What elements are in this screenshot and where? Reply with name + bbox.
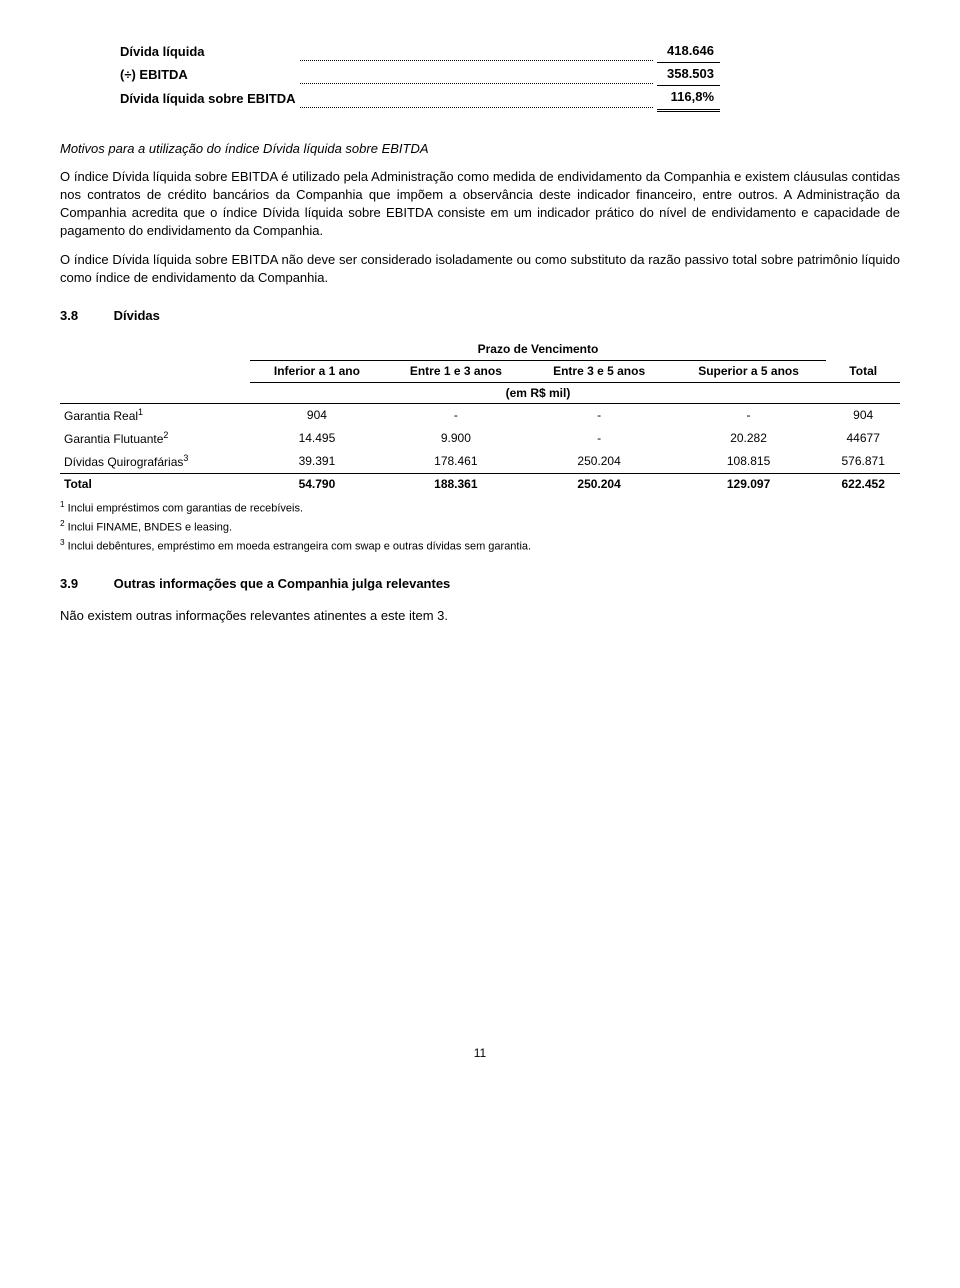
section-3-8-title: Dívidas <box>114 308 160 323</box>
section-3-9-number: 3.9 <box>60 575 110 593</box>
footnotes: 1 Inclui empréstimos com garantias de re… <box>60 499 900 555</box>
debt-col-header: Superior a 5 anos <box>671 360 827 382</box>
debt-total-cell: 622.452 <box>826 473 900 494</box>
debt-span-header: Prazo de Vencimento <box>250 339 827 360</box>
paragraph-2: O índice Dívida líquida sobre EBITDA não… <box>60 251 900 287</box>
debt-col-header: Entre 1 e 3 anos <box>384 360 527 382</box>
debt-row-label: Garantia Real1 <box>60 404 250 427</box>
debt-col-header: Inferior a 1 ano <box>250 360 385 382</box>
debt-cell: 904 <box>826 404 900 427</box>
debt-cell: 576.871 <box>826 450 900 473</box>
footnote: 1 Inclui empréstimos com garantias de re… <box>60 499 900 517</box>
debt-total-header: Total <box>826 360 900 382</box>
debt-total-cell: 54.790 <box>250 473 385 494</box>
debt-empty-header <box>60 339 250 360</box>
italic-heading: Motivos para a utilização do índice Dívi… <box>60 140 900 158</box>
summary-row-label: (÷) EBITDA <box>120 63 296 86</box>
section-3-9-heading: 3.9 Outras informações que a Companhia j… <box>60 575 900 593</box>
debt-cell: 39.391 <box>250 450 385 473</box>
debt-total-cell: 188.361 <box>384 473 527 494</box>
debt-cell: - <box>527 427 670 450</box>
footnote: 2 Inclui FINAME, BNDES e leasing. <box>60 518 900 536</box>
summary-row-label: Dívida líquida sobre EBITDA <box>120 86 296 110</box>
section-3-9-title: Outras informações que a Companhia julga… <box>114 576 451 591</box>
debt-cell: 44677 <box>826 427 900 450</box>
page-number: 11 <box>60 1045 900 1062</box>
debt-empty-header-2 <box>826 339 900 360</box>
debt-cell: 904 <box>250 404 385 427</box>
summary-row-dots <box>296 63 657 86</box>
debt-total-label: Total <box>60 473 250 494</box>
debt-cell: 250.204 <box>527 450 670 473</box>
section-3-8-number: 3.8 <box>60 307 110 325</box>
summary-row-value: 418.646 <box>657 40 720 63</box>
debt-col-empty <box>60 360 250 382</box>
summary-table: Dívida líquida 418.646 (÷) EBITDA 358.503 Dí… <box>120 40 720 112</box>
debt-cell: 108.815 <box>671 450 827 473</box>
debt-cell: 9.900 <box>384 427 527 450</box>
debt-row-label: Dívidas Quirografárias3 <box>60 450 250 473</box>
debt-cell: 20.282 <box>671 427 827 450</box>
debt-total-cell: 250.204 <box>527 473 670 494</box>
paragraph-3: Não existem outras informações relevante… <box>60 607 900 625</box>
summary-row-value: 358.503 <box>657 63 720 86</box>
debt-row-label: Garantia Flutuante2 <box>60 427 250 450</box>
debt-table: Prazo de Vencimento Inferior a 1 anoEntr… <box>60 339 900 495</box>
summary-row-dots <box>296 40 657 63</box>
debt-unit-row: (em R$ mil) <box>250 382 827 404</box>
debt-cell: - <box>527 404 670 427</box>
debt-unit-empty-2 <box>826 382 900 404</box>
summary-row-dots <box>296 86 657 110</box>
debt-cell: 178.461 <box>384 450 527 473</box>
debt-cell: - <box>671 404 827 427</box>
debt-cell: - <box>384 404 527 427</box>
debt-total-cell: 129.097 <box>671 473 827 494</box>
debt-cell: 14.495 <box>250 427 385 450</box>
summary-row-value: 116,8% <box>657 86 720 110</box>
section-3-8-heading: 3.8 Dívidas <box>60 307 900 325</box>
footnote: 3 Inclui debêntures, empréstimo em moeda… <box>60 537 900 555</box>
summary-row-label: Dívida líquida <box>120 40 296 63</box>
debt-unit-empty <box>60 382 250 404</box>
debt-col-header: Entre 3 e 5 anos <box>527 360 670 382</box>
paragraph-1: O índice Dívida líquida sobre EBITDA é u… <box>60 168 900 241</box>
